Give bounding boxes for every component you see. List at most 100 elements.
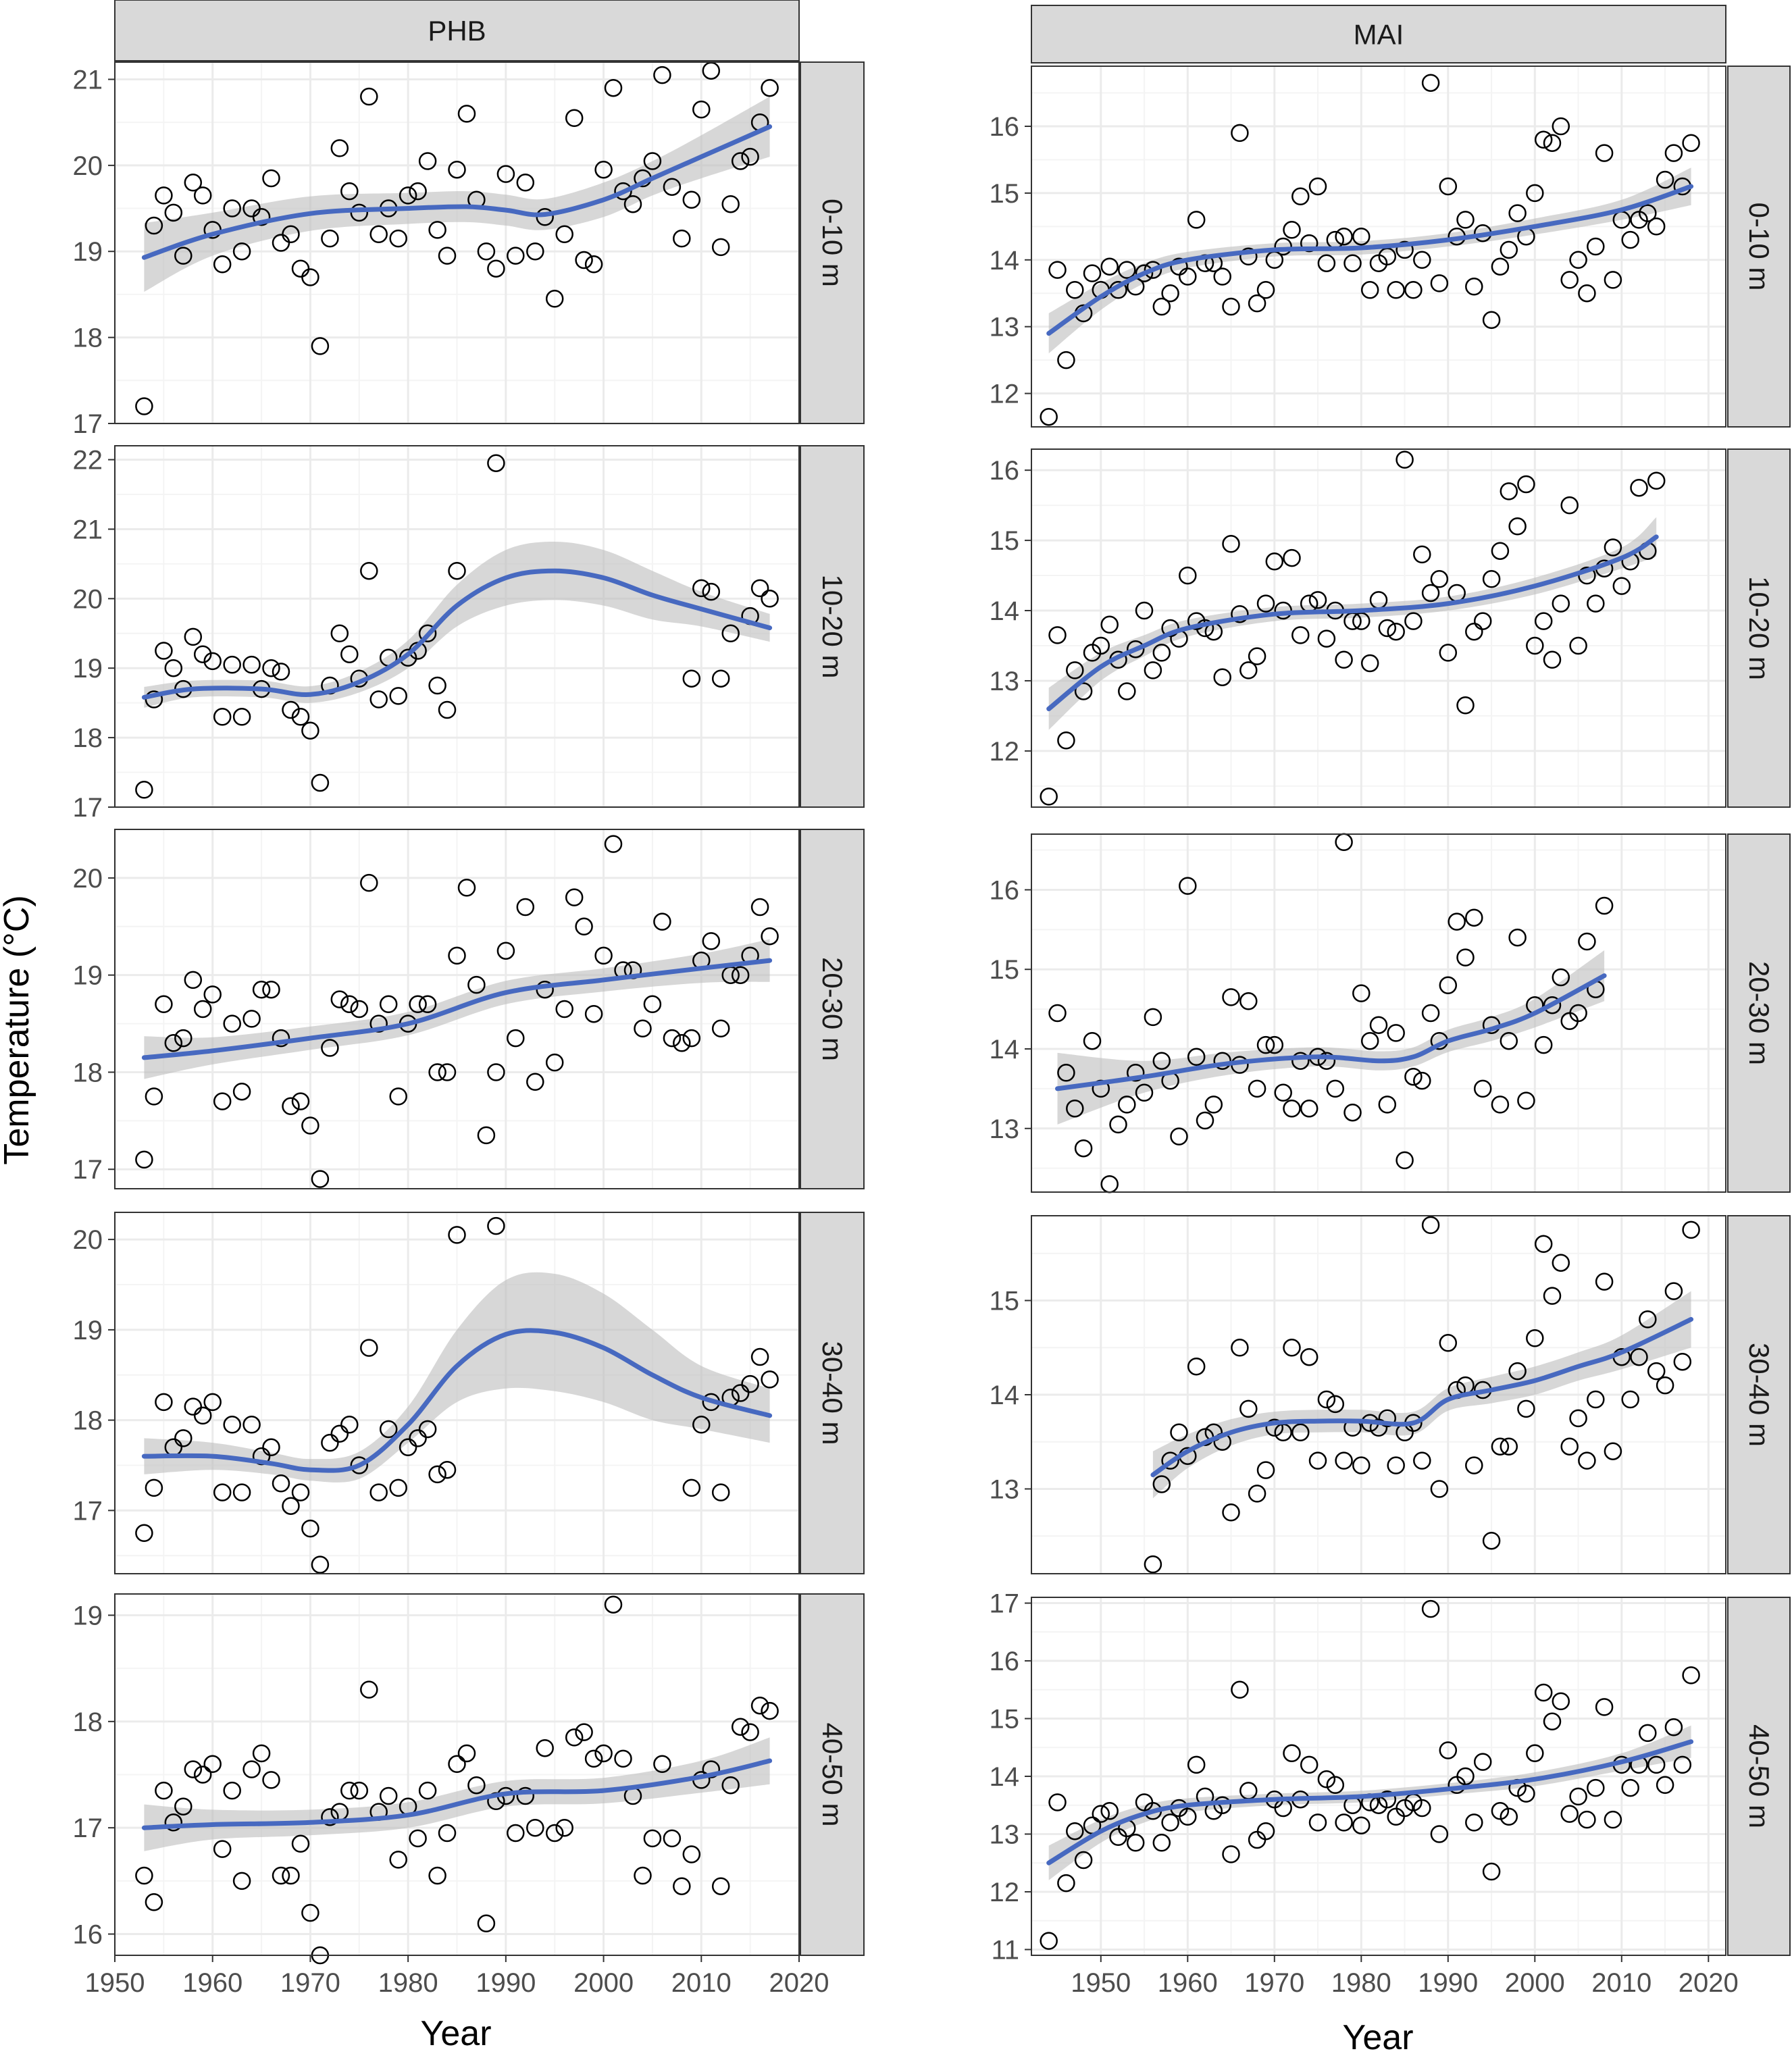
data-point <box>663 178 682 196</box>
data-point <box>1179 877 1197 895</box>
data-point <box>1456 1767 1475 1786</box>
data-point <box>1664 1282 1683 1300</box>
data-point <box>1630 1347 1648 1366</box>
data-point <box>1326 1395 1345 1414</box>
confidence-band <box>144 97 770 292</box>
x-tick-label: 1990 <box>476 1968 536 1998</box>
data-point <box>1396 450 1414 469</box>
data-point <box>184 174 203 192</box>
data-point <box>350 1456 369 1474</box>
data-point <box>467 1776 486 1795</box>
data-point <box>1248 1485 1266 1503</box>
data-point <box>1673 1352 1692 1371</box>
data-point <box>340 1781 359 1800</box>
panel-mai-40-50m: 11 12 13 14 15 16 17 1950 1960 1970 1980 1990 2000 20… <box>990 1589 1791 1998</box>
y-tick-label: 13 <box>990 313 1020 342</box>
data-point <box>135 1150 153 1169</box>
y-tick-label: 19 <box>73 1601 103 1630</box>
data-point <box>291 708 310 726</box>
data-point <box>1517 1399 1535 1418</box>
data-point <box>1421 1004 1440 1023</box>
data-point <box>1048 261 1067 279</box>
data-point <box>536 1739 554 1757</box>
data-point <box>1621 1778 1639 1797</box>
data-point <box>1552 1254 1570 1272</box>
data-point <box>301 1116 319 1135</box>
data-point <box>1430 570 1449 588</box>
data-point <box>1682 1220 1700 1239</box>
data-point <box>545 1824 564 1843</box>
data-point <box>614 1749 632 1768</box>
data-point <box>1439 177 1458 196</box>
data-point <box>232 708 251 726</box>
data-point <box>321 229 339 248</box>
x-tick-label: 2020 <box>769 1968 829 1998</box>
data-point <box>1387 281 1405 299</box>
row-strip-bg <box>1727 1215 1791 1574</box>
data-point <box>1118 682 1136 700</box>
data-point <box>223 1416 241 1434</box>
data-point <box>350 1781 369 1800</box>
smooth-line <box>141 1758 773 1830</box>
data-point <box>1465 1813 1483 1832</box>
data-point <box>477 1126 496 1145</box>
data-point <box>1335 1813 1353 1832</box>
data-point <box>1352 227 1371 246</box>
data-point <box>643 995 662 1014</box>
data-point <box>291 1092 310 1110</box>
confidence-band <box>1048 1725 1691 1880</box>
panel-phb-10-20m: 17 18 19 20 21 22 10-20 m <box>73 445 865 823</box>
data-point <box>1161 284 1179 303</box>
data-point <box>379 1420 398 1439</box>
data-point <box>1048 1004 1067 1023</box>
data-point <box>1569 636 1587 655</box>
y-axis-title: Temperature (°C) <box>0 895 36 1164</box>
data-point <box>1187 1048 1206 1066</box>
data-point <box>1569 1004 1587 1023</box>
data-point <box>135 397 153 415</box>
data-point <box>1552 968 1570 987</box>
data-point <box>242 1760 261 1778</box>
row-strip-bg <box>800 61 865 424</box>
data-point <box>174 247 193 265</box>
data-point <box>1057 731 1075 750</box>
data-point <box>673 229 691 248</box>
data-point <box>193 1406 212 1425</box>
data-point <box>418 624 437 643</box>
data-point <box>1040 407 1058 426</box>
data-point <box>1352 1456 1371 1474</box>
y-tick-label: 19 <box>73 961 103 991</box>
data-point <box>282 700 300 719</box>
data-point <box>428 1866 446 1885</box>
data-point <box>1135 1083 1154 1102</box>
data-point <box>1222 988 1240 1006</box>
data-point <box>448 561 466 580</box>
data-point <box>1179 566 1197 585</box>
data-point <box>702 582 721 601</box>
data-point <box>1187 1755 1206 1774</box>
data-point <box>1526 636 1544 655</box>
data-point <box>1587 594 1605 613</box>
data-point <box>1508 928 1527 947</box>
row-strip-label: 40-50 m <box>1743 1724 1775 1828</box>
data-point <box>1213 267 1231 286</box>
data-point <box>1152 1052 1171 1070</box>
x-tick-label: 1980 <box>1331 1968 1391 1998</box>
data-point <box>575 1723 593 1741</box>
data-point <box>457 1744 476 1763</box>
data-point <box>1066 661 1084 679</box>
data-point <box>1456 948 1475 967</box>
data-point <box>389 1478 407 1497</box>
data-point <box>330 990 349 1008</box>
data-point <box>360 873 378 892</box>
data-point <box>1413 545 1431 564</box>
data-point <box>223 1014 241 1033</box>
panel-border <box>114 829 800 1189</box>
data-point <box>1621 230 1639 249</box>
y-tick-label: 15 <box>990 179 1020 209</box>
data-point <box>1526 1329 1544 1347</box>
data-point <box>330 624 349 643</box>
data-point <box>1517 475 1535 494</box>
data-point <box>761 1701 779 1720</box>
panel-border <box>1031 448 1726 808</box>
